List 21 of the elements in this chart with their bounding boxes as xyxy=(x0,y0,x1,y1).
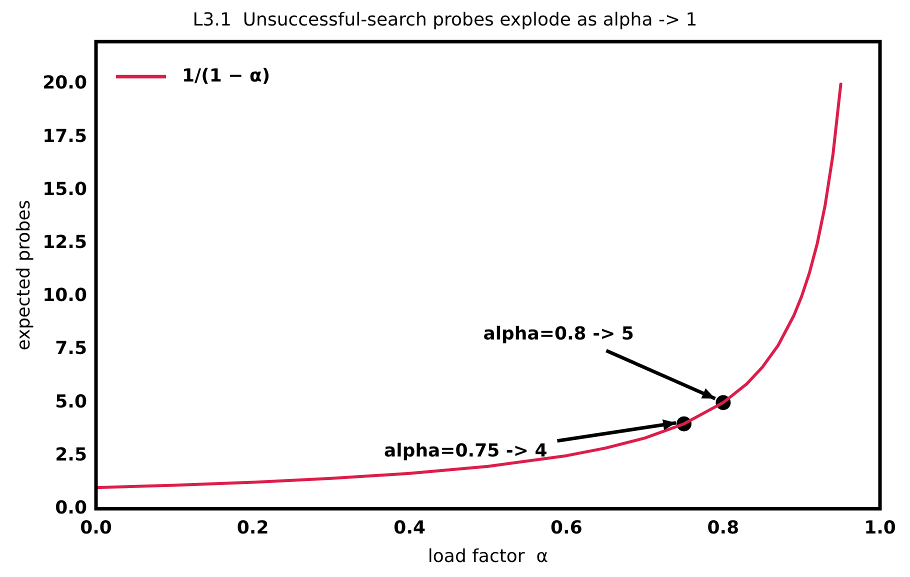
annotation: alpha=0.75 -> 4 xyxy=(384,440,548,462)
y-tick-label: 17.5 xyxy=(42,126,88,147)
y-tick-label: 20.0 xyxy=(42,72,88,94)
y-axis-title: expected probes xyxy=(13,200,34,350)
y-tick-label: 12.5 xyxy=(42,232,88,254)
x-tick-label: 0.4 xyxy=(394,517,426,538)
x-tick-label: 0.8 xyxy=(707,517,740,538)
x-axis-title: load factor α xyxy=(428,546,548,567)
y-tick-label: 7.5 xyxy=(55,338,88,360)
chart-title: L3.1 Unsuccessful-search probes explode as alpha -> 1 xyxy=(192,9,698,30)
y-tick-label: 2.5 xyxy=(55,444,88,466)
legend-label: 1/(1 − α) xyxy=(182,65,270,86)
x-tick-label: 0.0 xyxy=(80,517,112,538)
y-tick-label: 10.0 xyxy=(42,285,88,306)
x-tick-label: 1.0 xyxy=(864,517,896,538)
annotation: alpha=0.8 -> 5 xyxy=(483,323,634,344)
x-tick-label: 0.2 xyxy=(236,517,269,538)
y-tick-label: 0.0 xyxy=(55,497,88,518)
y-tick-label: 15.0 xyxy=(42,178,88,200)
x-tick-label: 0.6 xyxy=(550,517,582,538)
y-tick-label: 5.0 xyxy=(55,391,88,412)
